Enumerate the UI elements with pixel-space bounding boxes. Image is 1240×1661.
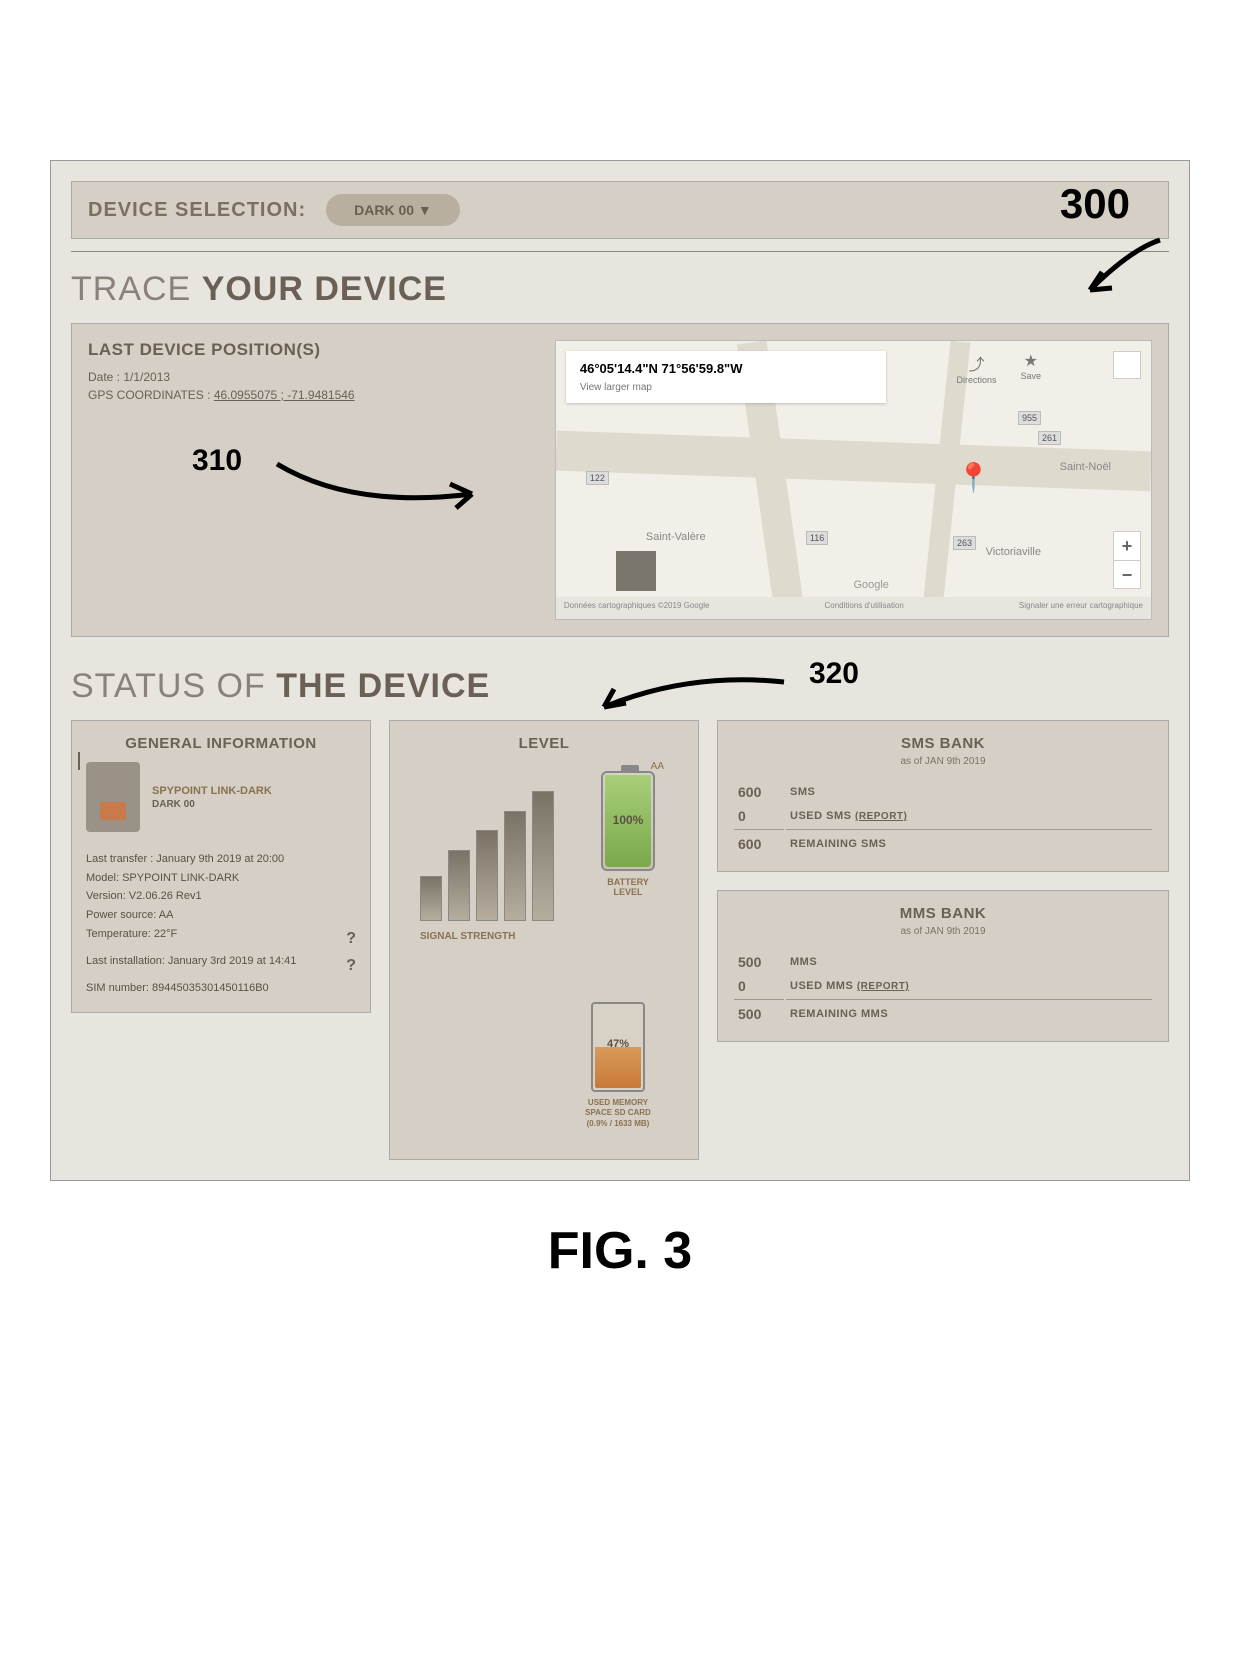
- battery-indicator: 100% BATTERY LEVEL: [598, 771, 658, 897]
- help-icon[interactable]: ?: [346, 952, 356, 979]
- sd-label-3: (0.9% / 1633 MB): [578, 1119, 658, 1129]
- route-badge: 261: [1038, 431, 1061, 445]
- directions-button[interactable]: ⤴Directions: [956, 351, 996, 385]
- camera-device-icon: [86, 762, 140, 832]
- map-zoom-controls: + −: [1113, 531, 1141, 589]
- title-bold: YOUR DEVICE: [202, 270, 447, 308]
- figure-ref-320: 320: [809, 657, 859, 691]
- position-date: Date : 1/1/2013: [88, 370, 535, 384]
- figure-ref-310: 310: [192, 444, 242, 478]
- arrow-310: [272, 449, 492, 529]
- signal-strength-bars: [420, 791, 554, 921]
- save-button[interactable]: ★Save: [1020, 351, 1041, 385]
- sd-card-indicator: 47% USED MEMORY SPACE SD CARD (0.9% / 16…: [578, 1002, 658, 1129]
- general-info-title: GENERAL INFORMATION: [86, 735, 356, 752]
- title-bold: THE DEVICE: [276, 667, 490, 705]
- map-terms-link[interactable]: Conditions d'utilisation: [825, 601, 904, 615]
- mms-bank-card: MMS BANK as of JAN 9th 2019 500MMS 0USED…: [717, 890, 1169, 1042]
- sms-bank-card: SMS BANK as of JAN 9th 2019 600SMS 0USED…: [717, 720, 1169, 872]
- gps-coords-link[interactable]: 46.0955075 ; -71.9481546: [214, 388, 355, 402]
- route-badge: 955: [1018, 411, 1041, 425]
- battery-percent: 100%: [603, 813, 653, 827]
- device-selection-bar: DEVICE SELECTION: DARK 00 ▼: [71, 181, 1169, 239]
- sms-report-link[interactable]: (REPORT): [855, 811, 907, 822]
- level-card: LEVEL AA SIGNAL STRENGTH 100% BATTERY LE…: [389, 720, 699, 1160]
- map-fullscreen-button[interactable]: [1113, 351, 1141, 379]
- map-coord-text: 46°05'14.4"N 71°56'59.8"W: [580, 361, 872, 376]
- trace-section-title: TRACE YOUR DEVICE: [71, 270, 1169, 309]
- directions-icon: ⤴: [956, 351, 996, 375]
- dashboard: DEVICE SELECTION: DARK 00 ▼ TRACE YOUR D…: [50, 160, 1190, 1181]
- sms-used: 0: [734, 805, 784, 827]
- zoom-out-button[interactable]: −: [1114, 560, 1140, 588]
- sd-label-2: SPACE SD CARD: [578, 1108, 658, 1118]
- arrow-320: [589, 667, 789, 717]
- info-version: Version: V2.06.26 Rev1: [86, 887, 356, 906]
- map-inset[interactable]: [616, 551, 656, 591]
- info-sim-number: SIM number: 89445035301450116B0: [86, 979, 356, 998]
- mms-asof: as of JAN 9th 2019: [732, 926, 1154, 937]
- sd-label-1: USED MEMORY: [578, 1098, 658, 1108]
- info-power-source: Power source: AA: [86, 906, 356, 925]
- level-title: LEVEL: [404, 735, 684, 752]
- divider: [71, 251, 1169, 252]
- figure-caption: FIG. 3: [0, 1221, 1240, 1281]
- battery-label: BATTERY LEVEL: [598, 877, 658, 897]
- help-icon[interactable]: ?: [346, 925, 356, 952]
- route-badge: 122: [586, 471, 609, 485]
- info-last-install: Last installation: January 3rd 2019 at 1…: [86, 952, 296, 979]
- route-badge: 116: [806, 531, 828, 545]
- sms-total: 600: [734, 781, 784, 803]
- sms-total-label: SMS: [786, 781, 1152, 803]
- device-selection-label: DEVICE SELECTION:: [88, 199, 306, 222]
- title-light: TRACE: [71, 270, 202, 308]
- sms-asof: as of JAN 9th 2019: [732, 756, 1154, 767]
- route-badge: 263: [953, 536, 976, 550]
- info-model: Model: SPYPOINT LINK-DARK: [86, 869, 356, 888]
- view-larger-map-link[interactable]: View larger map: [580, 382, 872, 393]
- map-report-link[interactable]: Signaler une erreur cartographique: [1019, 601, 1143, 615]
- map-pin-icon: 📍: [956, 461, 991, 494]
- star-icon: ★: [1020, 351, 1041, 371]
- device-id: DARK 00: [152, 799, 272, 810]
- trace-panel: LAST DEVICE POSITION(S) Date : 1/1/2013 …: [71, 323, 1169, 637]
- signal-strength-label: SIGNAL STRENGTH: [420, 931, 515, 942]
- sms-used-label: USED SMS: [790, 810, 851, 822]
- sd-percent: 47%: [593, 1038, 643, 1050]
- figure-ref-300: 300: [1060, 180, 1130, 228]
- device-model-name: SPYPOINT LINK-DARK: [152, 785, 272, 797]
- map-city-label: Saint-Valère: [646, 531, 706, 543]
- map-city-label: Victoriaville: [986, 546, 1041, 558]
- sms-remaining-label: REMAINING SMS: [786, 829, 1152, 855]
- google-logo: Google: [853, 579, 888, 591]
- map-attribution: Données cartographiques ©2019 Google Con…: [556, 597, 1151, 619]
- general-info-card: GENERAL INFORMATION SPYPOINT LINK-DARK D…: [71, 720, 371, 1013]
- arrow-300: [1060, 230, 1180, 310]
- mms-report-link[interactable]: (REPORT): [857, 981, 909, 992]
- device-select-dropdown[interactable]: DARK 00 ▼: [326, 194, 460, 226]
- mms-remaining-label: REMAINING MMS: [786, 999, 1152, 1025]
- mms-used: 0: [734, 975, 784, 997]
- mms-used-label: USED MMS: [790, 980, 853, 992]
- map-view[interactable]: 46°05'14.4"N 71°56'59.8"W View larger ma…: [555, 340, 1152, 620]
- last-position-title: LAST DEVICE POSITION(S): [88, 340, 535, 360]
- info-temperature: Temperature: 22°F: [86, 925, 177, 952]
- map-info-box: 46°05'14.4"N 71°56'59.8"W View larger ma…: [566, 351, 886, 403]
- gps-coords: GPS COORDINATES : 46.0955075 ; -71.94815…: [88, 388, 535, 402]
- mms-total: 500: [734, 951, 784, 973]
- info-last-transfer: Last transfer : January 9th 2019 at 20:0…: [86, 850, 356, 869]
- sms-bank-title: SMS BANK: [732, 735, 1154, 752]
- mms-bank-title: MMS BANK: [732, 905, 1154, 922]
- map-city-label: Saint-Noël: [1060, 461, 1111, 473]
- sms-remaining: 600: [734, 829, 784, 855]
- zoom-in-button[interactable]: +: [1114, 532, 1140, 560]
- mms-total-label: MMS: [786, 951, 1152, 973]
- mms-remaining: 500: [734, 999, 784, 1025]
- title-light: STATUS OF: [71, 667, 276, 705]
